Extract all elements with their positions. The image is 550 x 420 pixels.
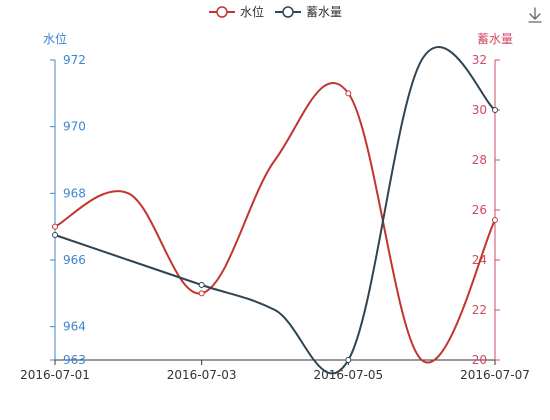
data-point-storage[interactable]: [492, 107, 498, 113]
left-axis-tick-label: 968: [63, 186, 86, 200]
legend[interactable]: 水位 蓄水量: [209, 4, 342, 19]
left-axis-tick-label: 966: [63, 253, 86, 267]
legend-item-water-level[interactable]: 水位: [209, 4, 264, 19]
right-axis-tick-label: 26: [472, 203, 487, 217]
left-axis-tick-label: 963: [63, 353, 86, 367]
right-axis-name: 蓄水量: [477, 32, 513, 46]
series-layer: [52, 46, 498, 375]
data-point-water-level[interactable]: [198, 290, 205, 297]
legend-symbol-water-level: [216, 6, 228, 18]
data-point-water-level[interactable]: [52, 223, 58, 230]
right-axis-tick-label: 22: [472, 303, 487, 317]
left-axis-name: 水位: [43, 31, 67, 46]
left-axis-tick-label: 970: [63, 120, 86, 134]
legend-label-water-level: 水位: [240, 4, 264, 19]
data-point-water-level[interactable]: [345, 90, 352, 97]
series-line-storage: [54, 46, 496, 375]
download-icon[interactable]: [528, 6, 543, 24]
data-point-storage[interactable]: [52, 232, 58, 238]
left-axis-tick-label: 972: [63, 53, 86, 67]
right-axis-tick-label: 30: [472, 103, 487, 117]
x-axis-tick-label: 2016-07-03: [167, 368, 237, 382]
series-water-level: [52, 82, 498, 364]
data-point-storage[interactable]: [345, 357, 352, 363]
data-point-water-level[interactable]: [492, 217, 498, 223]
x-axis-tick-label: 2016-07-05: [313, 368, 383, 382]
legend-item-storage[interactable]: 蓄水量: [275, 5, 342, 19]
right-axis-tick-label: 28: [472, 153, 487, 167]
series-storage: [52, 46, 498, 375]
legend-label-storage: 蓄水量: [306, 5, 342, 19]
legend-symbol-storage: [282, 6, 294, 18]
x-axis-tick-label: 2016-07-07: [460, 368, 530, 382]
right-axis-tick-label: 20: [472, 353, 487, 367]
series-line-water-level: [54, 82, 496, 364]
left-axis-tick-label: 964: [63, 320, 86, 334]
axes: 2016-07-01 2016-07-03 2016-07-05 2016-07-07…: [20, 53, 530, 382]
x-axis-tick-label: 2016-07-01: [20, 368, 90, 382]
right-axis-tick-label: 32: [472, 53, 487, 67]
data-point-storage[interactable]: [198, 282, 205, 288]
